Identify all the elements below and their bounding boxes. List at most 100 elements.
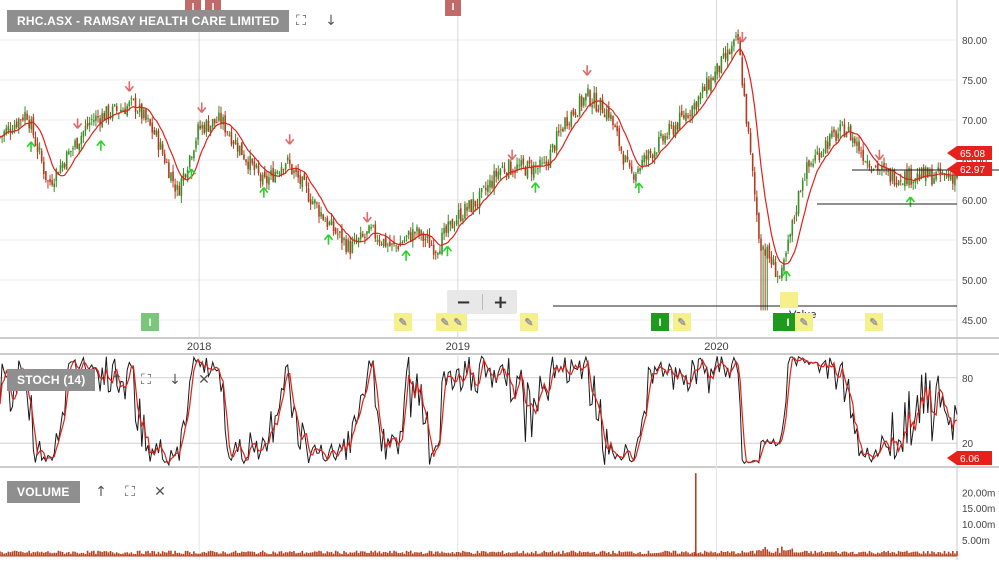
arrow-down-icon[interactable]: ↓ (325, 13, 337, 29)
candle-body (188, 155, 191, 168)
candle-body (712, 77, 714, 81)
candle-body (641, 159, 643, 168)
volume-bar (614, 553, 616, 556)
volume-bar (9, 552, 12, 556)
candle-body (776, 276, 779, 277)
volume-bar (412, 553, 414, 556)
candle-body (537, 168, 539, 170)
volume-bar (954, 553, 956, 556)
candle-body (532, 165, 535, 178)
candle-body (520, 160, 523, 167)
volume-bar (120, 553, 122, 556)
candle-body (497, 171, 500, 180)
volume-bar (282, 553, 285, 556)
candle-body (3, 131, 5, 137)
volume-bar (645, 553, 648, 556)
volume-bar (676, 553, 679, 556)
candle-body (311, 201, 314, 205)
candle-body (937, 167, 940, 171)
zoom-in-button[interactable]: + (492, 291, 509, 313)
candle-body (307, 188, 310, 202)
candle-body (151, 122, 154, 133)
candle-body (464, 203, 466, 219)
candle-body (120, 109, 122, 113)
arrow-down-icon[interactable]: ↓ (169, 372, 181, 388)
candle-body (591, 105, 593, 108)
volume-bar (843, 551, 846, 556)
event-badge[interactable]: I (445, 0, 461, 16)
expand-icon[interactable]: ⛶ (125, 484, 135, 500)
volume-bar (70, 553, 72, 556)
volume-bar (293, 550, 295, 556)
candle-body (86, 122, 89, 127)
volume-bar (797, 552, 800, 556)
expand-icon[interactable]: ⛶ (296, 13, 306, 29)
volume-bar (309, 552, 312, 556)
candle-body (620, 146, 623, 151)
candle-body (457, 209, 460, 219)
zoom-out-button[interactable]: − (455, 291, 472, 313)
volume-bar (103, 551, 106, 556)
volume-bar (683, 552, 685, 556)
sell-signal-arrow-icon (72, 118, 83, 129)
candle-body (209, 125, 212, 133)
volume-bar (766, 549, 769, 556)
volume-bar (199, 553, 201, 556)
volume-bar (924, 553, 927, 556)
volume-bar (618, 550, 621, 556)
candle-body (157, 130, 160, 151)
volume-bar (0, 551, 1, 556)
candle-body (760, 238, 762, 251)
candle-body (74, 140, 76, 148)
candle-body (316, 202, 318, 204)
volume-bar (197, 553, 199, 556)
volume-bar (466, 552, 468, 556)
close-icon[interactable]: ✕ (154, 484, 166, 500)
volume-bar (182, 553, 185, 556)
candle-body (455, 220, 458, 225)
candle-body (564, 117, 566, 130)
volume-bar (914, 551, 917, 556)
candle-body (876, 164, 879, 171)
arrow-up-icon[interactable]: ↑ (95, 484, 107, 500)
volume-bar (568, 552, 570, 556)
expand-icon[interactable]: ⛶ (141, 372, 151, 388)
candle-body (416, 227, 418, 232)
volume-bar (270, 554, 272, 556)
candle-body (945, 175, 948, 177)
volume-bar (528, 553, 531, 556)
volume-bar (111, 552, 114, 556)
candle-body (595, 92, 598, 112)
candle-body (111, 106, 114, 119)
candle-body (95, 115, 97, 121)
volume-bar (107, 552, 110, 556)
volume-bar (643, 553, 646, 556)
candle-body (370, 227, 372, 229)
close-icon[interactable]: ✕ (198, 372, 210, 388)
candle-body (24, 111, 26, 121)
candle-body (539, 159, 541, 168)
candle-body (576, 115, 579, 118)
event-marker-glyph: ✎ (453, 317, 462, 329)
volume-bar (474, 553, 477, 556)
candle-body (922, 167, 925, 178)
volume-bar (718, 553, 721, 556)
candle-body (622, 153, 625, 165)
volume-bar (268, 554, 270, 556)
arrow-up-icon[interactable]: ↑ (111, 372, 123, 388)
volume-bar (920, 553, 923, 556)
volume-bar (230, 552, 233, 556)
candle-body (710, 77, 712, 91)
volume-bar (51, 553, 53, 556)
candle-body (918, 174, 921, 181)
volume-bar (53, 552, 56, 556)
volume-bar (737, 553, 739, 556)
volume-bar (756, 550, 758, 556)
volume-bar (845, 551, 848, 556)
candle-body (472, 198, 475, 214)
volume-bar (88, 552, 91, 556)
candle-body (334, 228, 337, 234)
candle-body (361, 234, 364, 237)
volume-bar (224, 552, 226, 556)
